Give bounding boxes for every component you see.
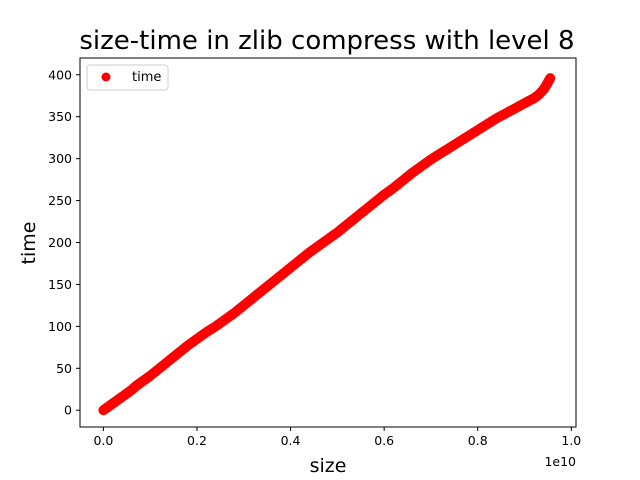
x-tick-label: 0.8 [468,433,488,448]
y-tick-label: 200 [48,235,72,250]
y-tick-label: 0 [64,403,72,418]
y-tick-label: 100 [48,319,72,334]
y-tick-label: 400 [48,67,72,82]
x-tick-label: 0.4 [281,433,301,448]
x-tick-label: 1.0 [561,433,581,448]
scatter-points [98,73,556,416]
y-tick-label: 250 [48,193,72,208]
legend-marker-time [101,72,111,82]
y-tick-label: 300 [48,151,72,166]
legend-box [86,64,169,91]
x-axis-offset-label: 1e10 [544,454,576,469]
x-axis-ticks: 0.0 0.2 0.4 0.6 0.8 1.0 [93,427,581,448]
x-tick-label: 0.0 [93,433,113,448]
y-tick-label: 150 [48,277,72,292]
y-tick-label: 350 [48,109,72,124]
y-tick-label: 50 [56,361,72,376]
data-point [545,73,556,84]
x-axis-label: size [310,455,347,477]
legend: time [86,64,169,91]
chart-title: size-time in zlib compress with level 8 [79,26,574,56]
x-tick-label: 0.2 [187,433,207,448]
x-tick-label: 0.6 [374,433,394,448]
legend-label-time: time [132,70,161,85]
y-axis-ticks: 0 50 100 150 200 250 300 350 400 [48,67,80,418]
y-axis-label: time [18,222,40,265]
